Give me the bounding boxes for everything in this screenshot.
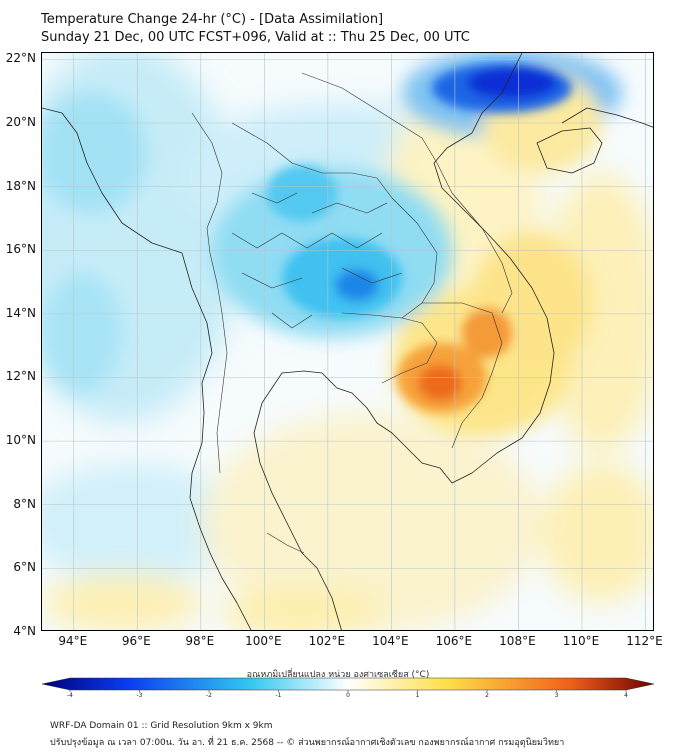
map-panel bbox=[41, 52, 654, 631]
field-warm-gulf bbox=[202, 413, 542, 630]
colorbar bbox=[41, 677, 655, 692]
provincial-outline-thailand bbox=[231, 192, 403, 329]
border-thailand-myanmar bbox=[191, 112, 228, 474]
border-thailand-malaysia bbox=[266, 532, 305, 554]
latitude-tick-label: 6°N bbox=[13, 560, 36, 575]
footer-credit: ปรับปรุงข้อมูล ณ เวลา 07:00น. วัน อา. ที… bbox=[50, 738, 565, 748]
latitude-tick-label: 22°N bbox=[5, 51, 36, 66]
coastlines bbox=[42, 53, 653, 630]
longitude-tick-label: 108°E bbox=[499, 634, 536, 648]
country-borders bbox=[191, 72, 513, 554]
latitude-tick-label: 20°N bbox=[5, 114, 36, 129]
longitude-tick-label: 98°E bbox=[185, 634, 215, 648]
temperature-change-map bbox=[42, 53, 653, 630]
latitude-tick-label: 12°N bbox=[5, 369, 36, 384]
longitude-tick-label: 106°E bbox=[435, 634, 473, 648]
longitude-tick-label: 110°E bbox=[562, 634, 600, 648]
colorbar-tick-label: 1 bbox=[415, 692, 420, 699]
colorbar-ticks bbox=[69, 690, 627, 692]
border-thailand-laos bbox=[231, 122, 438, 319]
field-broad-layer bbox=[42, 53, 653, 630]
field-warm-max-cambodia bbox=[418, 365, 462, 401]
latitude-tick-label: 10°N bbox=[5, 433, 36, 448]
coastline-leizhou bbox=[561, 107, 653, 128]
field-cool-myanmar bbox=[42, 93, 147, 213]
field-warm-southeast bbox=[542, 463, 653, 603]
field-warm-sea-east bbox=[542, 173, 653, 453]
border-cambodia-vietnam bbox=[422, 302, 503, 449]
colorbar-tick-label: -4 bbox=[67, 692, 73, 699]
longitude-tick-label: 104°E bbox=[372, 634, 409, 648]
colorbar-tick-label: 4 bbox=[624, 692, 628, 699]
coastline-vietnam bbox=[433, 53, 555, 484]
graticule bbox=[42, 53, 653, 630]
colorbar-title: อุณหภูมิเปลี่ยนแปลง หน่วย องศาเซลเซียส (… bbox=[246, 670, 430, 680]
coastline-hainan bbox=[536, 127, 603, 174]
border-thailand-cambodia bbox=[341, 312, 438, 384]
latitude-tick-label: 18°N bbox=[5, 178, 36, 193]
field-cool-west-coast bbox=[42, 273, 122, 393]
border-laos-vietnam bbox=[301, 72, 513, 314]
field-warm-south bbox=[222, 588, 382, 630]
latitude-tick-label: 14°N bbox=[5, 305, 36, 320]
chart-subtitle: Sunday 21 Dec, 00 UTC FCST+096, Valid at… bbox=[41, 30, 470, 45]
field-cold-core-n-thailand bbox=[267, 165, 337, 221]
footer-model-info: WRF-DA Domain 01 :: Grid Resolution 9km … bbox=[50, 721, 273, 731]
field-cold-max-ne-thailand bbox=[335, 269, 379, 301]
coastline-myanmar-malay-peninsula bbox=[42, 107, 252, 630]
colorbar-tick-label: -2 bbox=[206, 692, 212, 699]
field-warm-southwest bbox=[42, 573, 202, 630]
field-cold-max-vietnam bbox=[467, 67, 557, 99]
field-warm-core-vietnam bbox=[462, 308, 512, 358]
coastline-gulf-of-thailand bbox=[253, 370, 453, 630]
longitude-tick-label: 94°E bbox=[58, 634, 88, 648]
longitude-tick-label: 96°E bbox=[121, 634, 151, 648]
latitude-tick-label: 8°N bbox=[13, 496, 36, 511]
longitude-tick-label: 100°E bbox=[245, 634, 282, 648]
latitude-tick-label: 4°N bbox=[13, 624, 36, 638]
chart-title: Temperature Change 24-hr (°C) - [Data As… bbox=[41, 12, 384, 27]
longitude-tick-label: 112°E bbox=[626, 634, 663, 648]
colorbar-tick-label: 3 bbox=[554, 692, 559, 699]
latitude-tick-label: 16°N bbox=[5, 242, 36, 257]
colorbar-bar bbox=[41, 677, 655, 691]
colorbar-tick-label: -3 bbox=[136, 692, 143, 699]
colorbar-tick-label: -1 bbox=[275, 692, 282, 699]
field-cool-andaman bbox=[42, 463, 242, 583]
field-core-layer bbox=[267, 63, 572, 413]
longitude-tick-label: 102°E bbox=[308, 634, 346, 648]
colorbar-tick-label: 0 bbox=[346, 692, 350, 699]
colorbar-tick-label: 2 bbox=[485, 692, 489, 699]
